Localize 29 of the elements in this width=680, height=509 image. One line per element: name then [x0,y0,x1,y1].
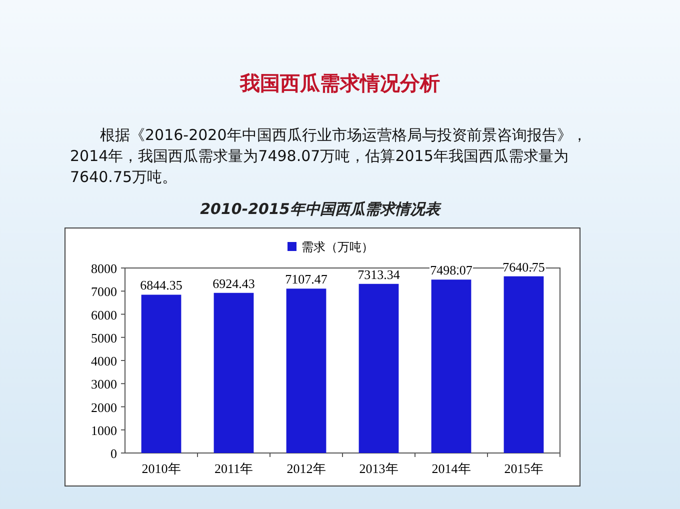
x-tick-label: 2011年 [214,461,254,476]
bar [214,292,254,453]
legend-label: 需求（万吨） [302,240,374,254]
chart-title: 我国西瓜需求情况分析 [238,70,441,97]
bar [504,276,544,453]
bar [141,294,182,453]
data-label: 6924.43 [212,276,255,291]
data-label: 6844.35 [140,278,182,293]
x-tick-label: 2012年 [286,461,326,476]
data-label: 7107.47 [285,272,328,287]
data-label: 7313.34 [358,266,400,282]
y-tick-label: 6000 [91,307,117,322]
bar [358,284,399,453]
y-tick-label: 3000 [91,376,117,392]
y-tick-label: 4000 [91,354,117,368]
x-tick-label: 2013年 [359,461,398,476]
y-tick-label: 0 [110,446,117,461]
y-tick-label: 8000 [91,261,117,276]
text: 根据《2016-2020年中国西瓜行业市场运营格局与投资前景咨询报告》，2014年，我国西瓜需求量为7498.07万吨，估算2015年我国西瓜需求量为7640.75万吨。 [70,125,588,188]
bar [286,288,326,453]
y-tick-label: 7000 [91,284,117,300]
y-tick-label: 2000 [91,400,117,415]
y-tick-label: 5000 [91,330,117,346]
x-tick-label: 2010年 [142,461,181,476]
bar [431,280,472,453]
y-tick-label: 1000 [91,422,117,438]
x-tick-label: 2014年 [432,461,471,476]
chart-subtitle: 2010-2015年中国西瓜需求情况表 [199,200,442,219]
x-tick-label: 2015年 [504,461,544,476]
